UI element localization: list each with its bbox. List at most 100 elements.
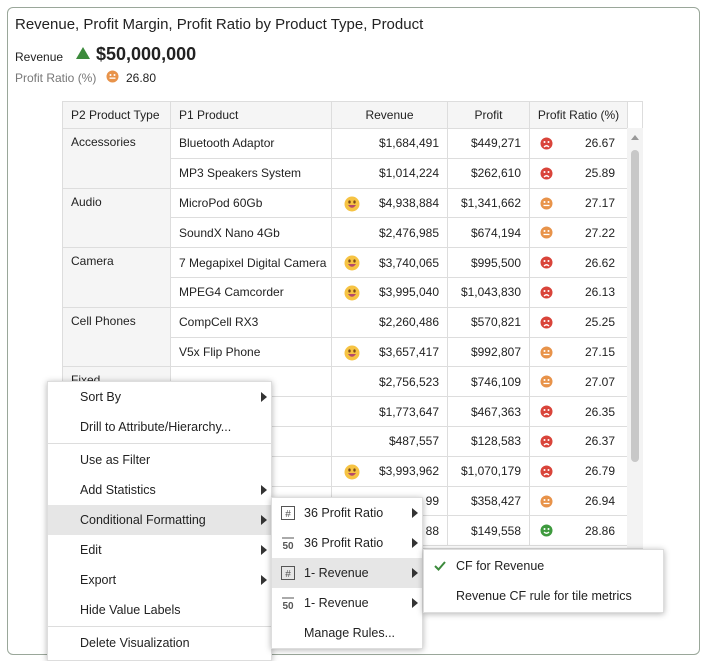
cell-text: MicroPod 60Gb (179, 195, 263, 210)
kpi-label: Revenue (15, 50, 64, 64)
cell-text: SoundX Nano 4Gb (179, 225, 280, 240)
svg-text:50: 50 (282, 541, 294, 550)
status-icon (540, 256, 553, 269)
menu-item[interactable]: Edit (48, 535, 271, 565)
status-icon (540, 167, 553, 180)
menu-item[interactable]: #1- Revenue (272, 558, 422, 588)
cell-text: $1,043,830 (460, 285, 521, 300)
menu-item[interactable]: Conditional Formatting (48, 505, 271, 535)
menu-item[interactable]: Drill to Attribute/Hierarchy... (80, 420, 232, 434)
cell-text: 26.62 (584, 255, 615, 270)
menu-item[interactable]: 50 36 Profit Ratio (272, 528, 422, 558)
up-icon (76, 47, 90, 59)
value-cell: $1,684,491 (332, 129, 448, 159)
column-header[interactable]: P2 Product Type (63, 102, 171, 129)
card (7, 7, 700, 655)
smiley-icon (344, 196, 360, 212)
value-cell: $1,773,647 (332, 397, 448, 427)
status-icon (540, 197, 553, 210)
cell-text: $1,684,491 (378, 136, 439, 151)
cell-text: 26.94 (584, 493, 615, 508)
value-cell: 26.13 (530, 278, 628, 308)
cell-text: 27.22 (584, 225, 615, 240)
menu-item[interactable]: Export (48, 565, 271, 595)
column-header[interactable]: Profit (448, 102, 530, 129)
context-menu: Sort By Drill to Attribute/Hierarchy... … (47, 381, 272, 661)
value-cell: 27.07 (530, 367, 628, 398)
cell-text: 26.67 (584, 136, 615, 151)
status-icon (540, 316, 553, 329)
column-header[interactable]: P1 Product (171, 102, 332, 129)
menu-item[interactable]: Hide Value Labels (80, 603, 181, 617)
scrollbar[interactable] (627, 128, 643, 548)
menu-item[interactable]: Use as Filter (80, 453, 151, 467)
cf-menu: #36 Profit Ratio 50 36 Profit Ratio #1- R… (271, 497, 423, 649)
value-cell: $487,557 (332, 427, 448, 457)
cell-text: 28.86 (584, 523, 615, 538)
value-cell: 26.62 (530, 248, 628, 278)
product-cell: V5x Flip Phone (171, 337, 332, 368)
value-cell: 25.25 (530, 307, 628, 338)
cell-text: $487,557 (388, 434, 439, 449)
value-cell: $3,657,417 (332, 337, 448, 368)
cell-text: $3,740,065 (378, 255, 439, 270)
cell-text: $2,260,486 (378, 315, 439, 330)
value-cell: $2,260,486 (332, 307, 448, 338)
status-icon (540, 226, 553, 239)
group-cell: Cell Phones (63, 307, 171, 368)
product-cell: SoundX Nano 4Gb (171, 218, 332, 249)
kpi-value: $50,000,000 (96, 44, 197, 64)
rule-menu: CF for Revenue Revenue CF rule for tile … (423, 549, 664, 613)
menu-item[interactable]: Sort By (48, 382, 271, 412)
scroll-thumb[interactable] (631, 150, 639, 462)
cell-text: $992,807 (470, 344, 521, 359)
menu-item[interactable]: 50 1- Revenue (272, 588, 422, 618)
cell-text: $3,995,040 (378, 285, 439, 300)
menu-item[interactable]: Add Statistics (48, 475, 271, 505)
title: Revenue, Profit Margin, Profit Ratio by … (15, 16, 424, 33)
value-cell: 27.17 (530, 188, 628, 219)
status-icon (540, 495, 553, 508)
status-icon (540, 286, 553, 299)
cell-text: CompCell RX3 (179, 315, 259, 330)
scroll-up[interactable] (627, 128, 643, 148)
value-cell: 25.89 (530, 158, 628, 189)
product-cell: MicroPod 60Gb (171, 188, 332, 219)
value-cell: $467,363 (448, 397, 530, 427)
value-cell: $358,427 (448, 486, 530, 517)
value-cell: $995,500 (448, 248, 530, 278)
value-cell: 26.67 (530, 129, 628, 159)
cell-text: $1,773,647 (378, 404, 439, 419)
value-cell: $4,938,884 (332, 188, 448, 219)
cell-text: 27.15 (584, 344, 615, 359)
secondary-label: Profit Ratio (%) (15, 71, 97, 85)
value-cell: $1,341,662 (448, 188, 530, 219)
cell-text: Bluetooth Adaptor (179, 136, 275, 151)
cell-text: 25.25 (584, 315, 615, 330)
value-cell: $1,014,224 (332, 158, 448, 189)
menu-item[interactable]: Manage Rules... (304, 626, 396, 640)
value-cell: $2,756,523 (332, 367, 448, 398)
cell-text: $262,610 (470, 166, 521, 181)
column-header[interactable]: Profit Ratio (%) (530, 102, 628, 129)
menu-item[interactable]: Delete Visualization (80, 636, 190, 650)
cell-text: $128,583 (470, 434, 521, 449)
cell-text: 26.79 (584, 464, 615, 479)
svg-text:#: # (285, 509, 291, 520)
cell-text: $995,500 (470, 255, 521, 270)
menu-item[interactable]: Revenue CF rule for tile metrics (456, 589, 632, 603)
menu-item[interactable]: #36 Profit Ratio (272, 498, 422, 528)
smiley-icon (344, 464, 360, 480)
cell-text: $570,821 (470, 315, 521, 330)
status-icon (540, 346, 553, 359)
value-cell: $1,070,179 (448, 456, 530, 487)
product-cell: Bluetooth Adaptor (171, 129, 332, 159)
cell-text: V5x Flip Phone (179, 344, 261, 359)
menu-item[interactable]: CF for Revenue (424, 551, 663, 581)
cell-text: $4,938,884 (378, 195, 439, 210)
value-cell: 26.94 (530, 486, 628, 517)
cell-text: 99 (425, 493, 439, 508)
value-cell: 28.86 (530, 516, 628, 547)
svg-text:#: # (285, 569, 291, 580)
column-header[interactable]: Revenue (332, 102, 448, 129)
